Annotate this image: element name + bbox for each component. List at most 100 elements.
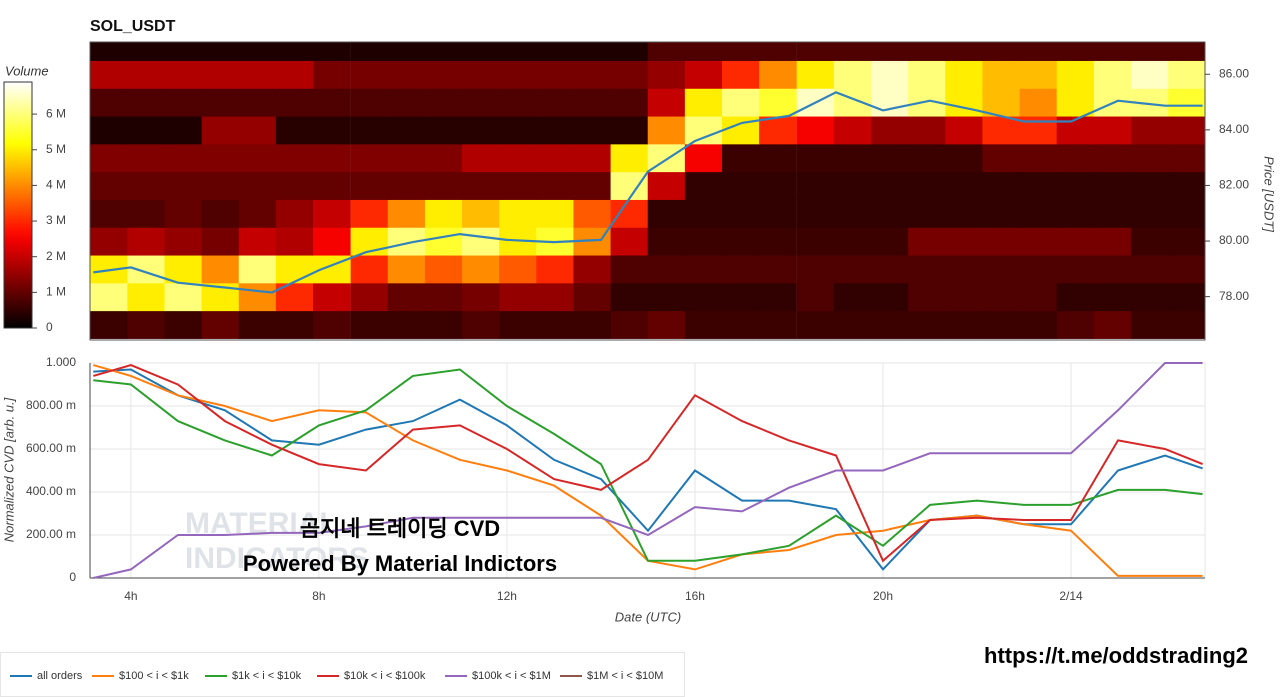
heatmap-cell — [201, 88, 240, 117]
x-tick-label: 8h — [312, 589, 325, 603]
heatmap-cell — [313, 171, 351, 200]
heatmap-cell — [1056, 227, 1095, 256]
heatmap-cell — [833, 282, 872, 312]
heatmap-cell — [536, 143, 575, 173]
heatmap-cell — [684, 60, 723, 89]
heatmap-cell — [313, 282, 351, 312]
heatmap-cell — [387, 254, 426, 284]
heatmap-cell — [1019, 60, 1058, 89]
heatmap-cell — [201, 143, 240, 173]
heatmap-cell — [1093, 310, 1132, 339]
heatmap-cell — [647, 282, 686, 312]
heatmap-cell — [164, 310, 203, 339]
heatmap-cell — [499, 42, 537, 61]
heatmap-cell — [721, 254, 760, 284]
heatmap-cell — [350, 199, 389, 228]
heatmap-cell — [1130, 199, 1169, 228]
heatmap-cell — [759, 282, 797, 312]
heatmap-cell — [275, 199, 314, 228]
heatmap-cell — [238, 227, 277, 256]
heatmap-cell — [1168, 282, 1205, 312]
colorbar-tick-label: 1 M — [46, 285, 66, 299]
heatmap-cell — [647, 115, 686, 145]
heatmap-cell — [536, 310, 575, 339]
heatmap-cell — [1093, 115, 1132, 145]
heatmap-cell — [350, 88, 389, 117]
heatmap-cell — [1130, 60, 1169, 89]
plot-frame — [89, 41, 1206, 341]
heatmap-cell — [1093, 143, 1132, 173]
y-tick-label: 86.00 — [1219, 66, 1249, 80]
heatmap-cell — [871, 88, 909, 117]
heatmap-cell — [201, 171, 240, 200]
heatmap-cell — [424, 199, 463, 228]
heatmap-cell — [647, 227, 686, 256]
heatmap-cell — [945, 143, 984, 173]
heatmap-cell — [424, 310, 463, 339]
heatmap-cell — [127, 310, 166, 339]
heatmap-cell — [871, 115, 909, 145]
heatmap-cell — [945, 88, 984, 117]
annotation: Powered By Material Indictors — [243, 551, 557, 576]
y-tick-label: 78.00 — [1219, 289, 1249, 303]
heatmap-cell — [871, 282, 909, 312]
x-tick-label: 4h — [124, 589, 137, 603]
heatmap-cell — [871, 310, 909, 339]
heatmap-cell — [647, 88, 686, 117]
heatmap-cell — [201, 60, 240, 89]
heatmap-cell — [90, 143, 128, 173]
heatmap-cell — [759, 310, 797, 339]
heatmap-cell — [982, 282, 1021, 312]
heatmap-cell — [1168, 42, 1205, 61]
heatmap-cell — [275, 143, 314, 173]
heatmap-cell — [387, 310, 426, 339]
heatmap-cell — [833, 254, 872, 284]
heatmap-cell — [833, 42, 872, 61]
heatmap-cell — [238, 42, 277, 61]
heatmap-cell — [127, 60, 166, 89]
heatmap-cell — [982, 42, 1021, 61]
heatmap-cell — [721, 282, 760, 312]
colorbar-tick-label: 5 M — [46, 142, 66, 156]
heatmap-cell — [201, 254, 240, 284]
heatmap-cell — [424, 42, 463, 61]
link-text: https://t.me/oddstrading2 — [984, 643, 1248, 668]
heatmap-cell — [1130, 227, 1169, 256]
heatmap-cell — [462, 254, 500, 284]
heatmap-cell — [982, 115, 1021, 145]
colorbar-tick-label: 3 M — [46, 213, 66, 227]
legend-label: $1k < i < $10k — [232, 670, 302, 682]
heatmap-cell — [833, 88, 872, 117]
colorbar-tick-label: 2 M — [46, 249, 66, 263]
heatmap-cell — [387, 88, 426, 117]
heatmap-cell — [945, 60, 984, 89]
heatmap-cell — [275, 171, 314, 200]
heatmap-cell — [610, 282, 649, 312]
heatmap-cell — [1019, 254, 1058, 284]
heatmap-cell — [1056, 254, 1095, 284]
heatmap-cell — [201, 42, 240, 61]
heatmap-cell — [796, 254, 835, 284]
heatmap-cell — [499, 199, 537, 228]
y-tick-label: 200.00 m — [26, 527, 76, 541]
heatmap-cell — [424, 143, 463, 173]
heatmap-cell — [684, 254, 723, 284]
x-tick-label: 2/14 — [1059, 589, 1083, 603]
heatmap-cell — [275, 310, 314, 339]
heatmap-cell — [945, 227, 984, 256]
heatmap-cell — [462, 42, 500, 61]
heatmap-cell — [1093, 42, 1132, 61]
heatmap-cells — [90, 42, 1205, 339]
heatmap-cell — [462, 171, 500, 200]
heatmap-cell — [610, 171, 649, 200]
heatmap-cell — [647, 171, 686, 200]
heatmap-cell — [1019, 88, 1058, 117]
heatmap-cell — [796, 115, 835, 145]
heatmap-cell — [462, 310, 500, 339]
y-tick-label: 800.00 m — [26, 398, 76, 412]
heatmap-cell — [462, 88, 500, 117]
y-tick-label: 82.00 — [1219, 178, 1249, 192]
colorbar-title: Volume — [5, 63, 49, 78]
heatmap-cell — [1168, 88, 1205, 117]
